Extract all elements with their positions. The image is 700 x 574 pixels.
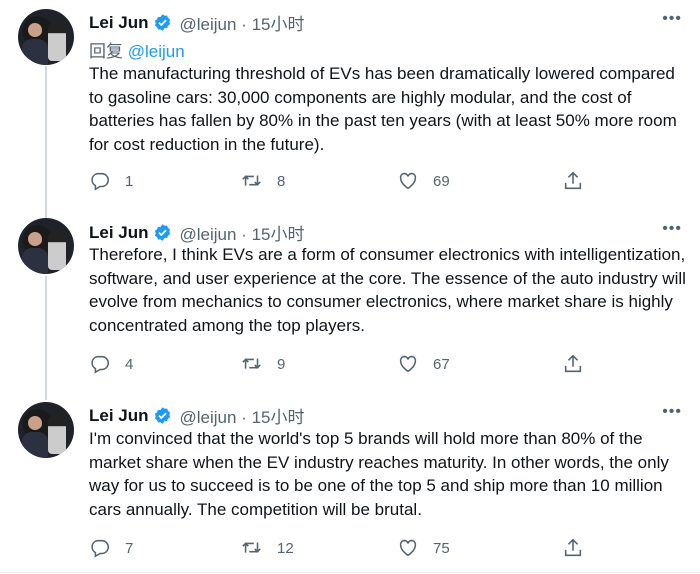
reply-button[interactable]: 1 (89, 170, 133, 192)
reply-count: 4 (125, 355, 134, 373)
tweet-header: Lei Jun @leijun · 15小时 (89, 220, 304, 245)
retweet-count: 9 (277, 355, 286, 373)
author-handle-time[interactable]: @leijun · 15小时 (179, 225, 305, 244)
heart-icon (399, 539, 417, 557)
reply-button[interactable]: 7 (89, 537, 133, 559)
like-count: 75 (433, 539, 450, 557)
author-handle-time[interactable]: @leijun · 15小时 (179, 15, 305, 34)
tweet-text: The manufacturing threshold of EVs has b… (89, 64, 677, 154)
reply-to-mention-link[interactable]: @leijun (127, 42, 185, 61)
share-button[interactable] (562, 537, 584, 559)
retweet-count: 8 (277, 172, 286, 190)
share-icon (564, 171, 582, 190)
retweet-button[interactable]: 12 (241, 537, 294, 559)
like-count: 69 (433, 172, 450, 190)
avatar[interactable] (18, 402, 74, 458)
thread-connector-line (45, 276, 47, 400)
verified-badge-icon (154, 407, 170, 424)
author-handle-time[interactable]: @leijun · 15小时 (179, 408, 305, 427)
retweet-count: 12 (277, 539, 294, 557)
more-options-button[interactable]: ••• (662, 10, 682, 27)
avatar[interactable] (18, 218, 74, 274)
reply-count: 1 (125, 172, 134, 190)
reply-icon (91, 355, 110, 374)
author-name[interactable]: Lei Jun (89, 405, 149, 425)
verified-badge-icon (154, 224, 170, 241)
like-button[interactable]: 69 (397, 170, 450, 192)
tweet-header: Lei Jun @leijun · 15小时 (89, 403, 304, 428)
share-icon (564, 354, 582, 373)
reply-count: 7 (125, 539, 134, 557)
like-button[interactable]: 67 (397, 353, 450, 375)
tweet-actions: 7 12 75 (89, 537, 689, 561)
retweet-button[interactable]: 9 (241, 353, 285, 375)
thread-connector-line (45, 66, 47, 220)
verified-badge-icon (154, 14, 170, 31)
retweet-icon (242, 542, 261, 553)
reply-icon (91, 539, 110, 558)
reply-to-label: 回复 @leijun (89, 37, 185, 62)
share-button[interactable] (562, 353, 584, 375)
author-name[interactable]: Lei Jun (89, 12, 149, 32)
reply-button[interactable]: 4 (89, 353, 133, 375)
avatar[interactable] (18, 9, 74, 65)
author-name[interactable]: Lei Jun (89, 222, 149, 242)
tweet-text: Therefore, I think EVs are a form of con… (89, 245, 686, 335)
tweet-text: I'm convinced that the world's top 5 bra… (89, 429, 669, 519)
more-options-button[interactable]: ••• (662, 403, 682, 420)
reply-prefix: 回复 (89, 42, 128, 61)
heart-icon (399, 172, 417, 190)
retweet-button[interactable]: 8 (241, 170, 285, 192)
retweet-icon (242, 175, 261, 186)
tweet-actions: 1 8 69 (89, 170, 689, 194)
retweet-icon (242, 358, 261, 369)
more-options-button[interactable]: ••• (662, 220, 682, 237)
reply-icon (91, 172, 110, 191)
tweet-actions: 4 9 67 (89, 353, 689, 377)
like-button[interactable]: 75 (397, 537, 450, 559)
share-button[interactable] (562, 170, 584, 192)
share-icon (564, 538, 582, 557)
divider (0, 572, 700, 573)
tweet-header: Lei Jun @leijun · 15小时 (89, 10, 304, 35)
like-count: 67 (433, 355, 450, 373)
heart-icon (399, 355, 417, 373)
